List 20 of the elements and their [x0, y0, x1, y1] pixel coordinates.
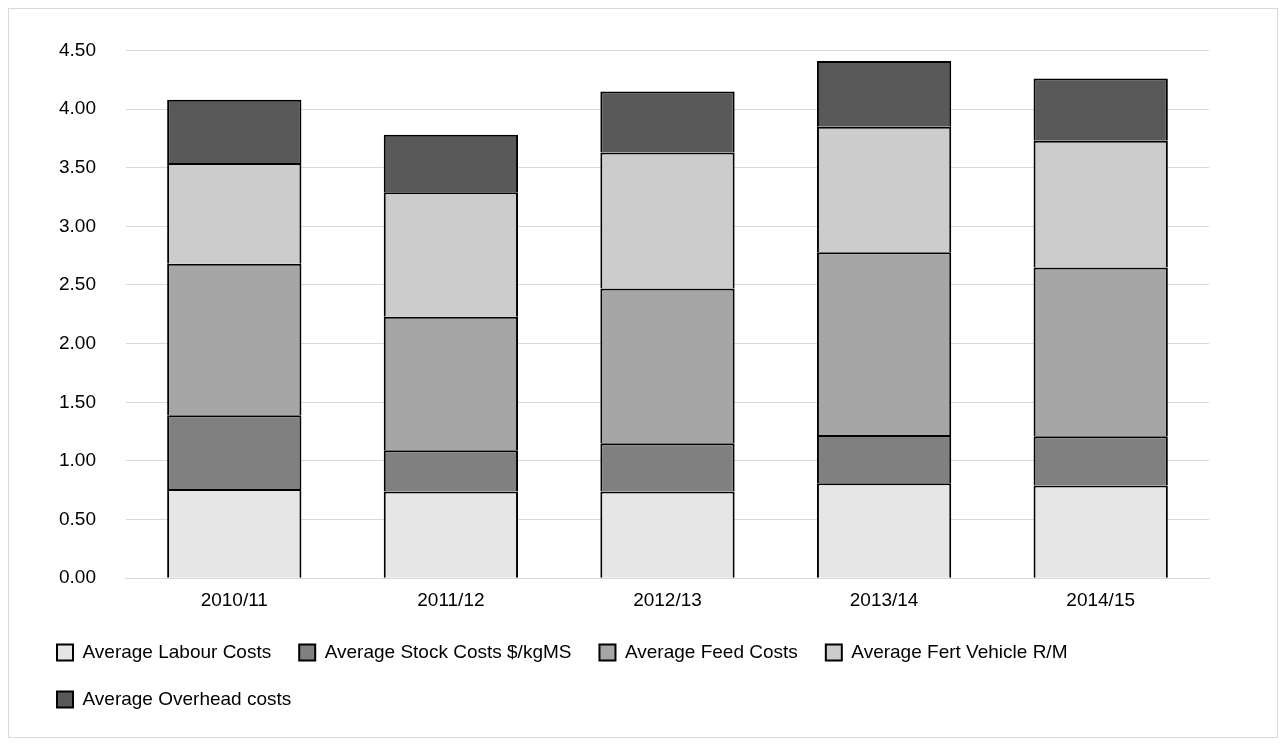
x-tick-label: 2013/14	[849, 588, 919, 610]
y-tick-label: 0.00	[59, 566, 96, 588]
legend-label: Average Stock Costs $/kgMS	[324, 640, 572, 662]
legend-label: Average Fert Vehicle R/M	[851, 640, 1068, 662]
x-tick-label: 2012/13	[633, 588, 702, 610]
legend-label: Average Labour Costs	[82, 640, 272, 662]
y-tick-label: 1.00	[59, 449, 96, 471]
y-tick-label: 4.50	[59, 38, 96, 60]
y-tick-label: 2.00	[59, 331, 96, 353]
legend-label: Average Feed Costs	[624, 640, 798, 662]
x-tick-label: 2011/12	[417, 588, 485, 610]
y-tick-label: 4.00	[59, 97, 96, 119]
x-tick-label: 2014/15	[1066, 588, 1136, 610]
y-tick-label: 3.00	[59, 214, 96, 236]
y-tick-label: 0.50	[59, 507, 96, 529]
y-tick-label: 2.50	[59, 273, 96, 295]
y-tick-label: 1.50	[59, 390, 96, 412]
x-tick-label: 2010/11	[200, 588, 268, 610]
y-tick-label: 3.50	[59, 155, 96, 177]
legend-label: Average Overhead costs	[82, 687, 292, 709]
